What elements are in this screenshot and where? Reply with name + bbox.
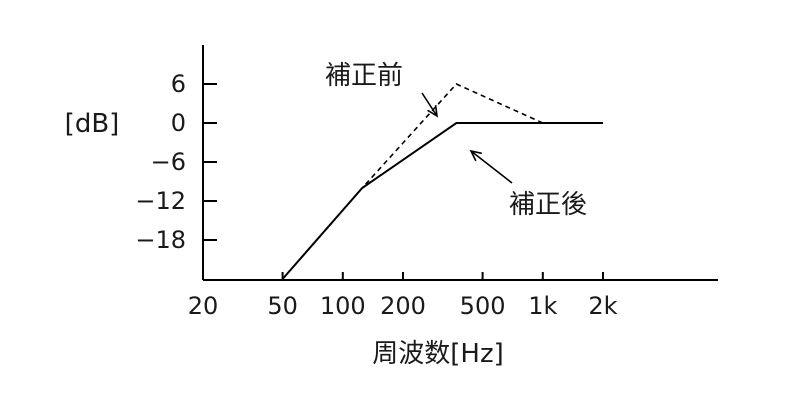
x-tick-label: 20 (188, 292, 219, 320)
x-tick-label: 2k (588, 292, 617, 320)
axes (202, 45, 718, 281)
x-tick-label: 500 (460, 292, 506, 320)
y-axis-label: [dB] (65, 109, 120, 139)
x-tick-label: 100 (320, 292, 366, 320)
annotation-before-label: 補正前 (325, 61, 403, 91)
annotation-arrow-shaft (470, 150, 513, 184)
x-tick-label: 50 (267, 292, 298, 320)
y-tick-label: −6 (151, 148, 186, 176)
series-line-after (281, 122, 603, 280)
x-axis-label: 周波数[Hz] (372, 339, 504, 369)
y-tick-label: −12 (135, 187, 186, 215)
y-tick-label: −18 (135, 226, 186, 254)
y-tick-label: 0 (171, 109, 186, 137)
annotation-after-label: 補正後 (509, 190, 587, 220)
x-tick-label: 200 (380, 292, 426, 320)
y-tick-label: 6 (171, 70, 186, 98)
tick-layer: 20 50 100 200 500 1k 2k 6 0 −6 −12 −18 (135, 70, 617, 320)
series-layer (281, 83, 603, 280)
annotation-arrow-head (469, 149, 482, 162)
series-line-before (281, 83, 603, 280)
annotation-arrow-head (427, 104, 439, 118)
x-tick-label: 1k (528, 292, 557, 320)
annotation-arrow-shaft (421, 92, 438, 117)
